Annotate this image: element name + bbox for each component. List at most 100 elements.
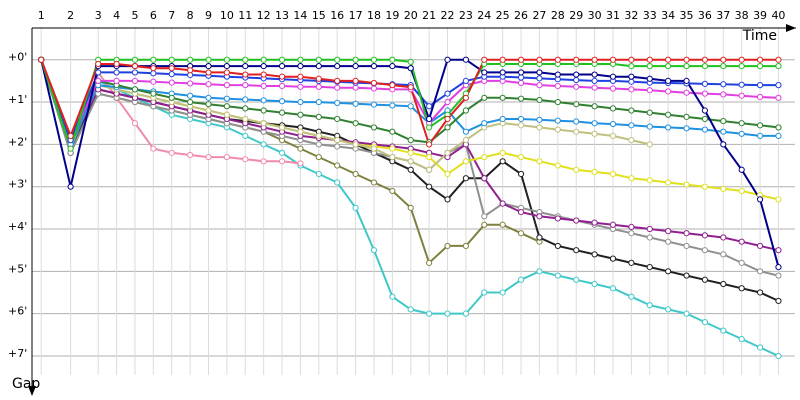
data-point <box>554 98 561 106</box>
data-point <box>426 259 433 266</box>
data-point <box>168 71 175 78</box>
data-point <box>334 115 341 123</box>
x-tick-label: 10 <box>220 9 234 22</box>
data-point <box>756 82 764 89</box>
data-point <box>738 187 745 195</box>
data-point <box>278 124 286 131</box>
data-point <box>738 62 745 70</box>
x-axis-arrow <box>786 24 796 32</box>
data-point <box>278 98 286 105</box>
data-point <box>609 120 617 128</box>
data-point <box>223 95 230 102</box>
data-point <box>150 56 157 63</box>
data-point <box>499 200 506 207</box>
y-tick-label: +6' <box>8 305 27 318</box>
data-point <box>352 170 359 178</box>
data-point <box>278 149 286 156</box>
data-point <box>407 306 414 313</box>
data-point <box>278 73 286 80</box>
data-point <box>573 276 580 283</box>
x-tick-label: 21 <box>422 9 436 22</box>
data-point <box>481 213 488 220</box>
data-point <box>370 85 378 92</box>
data-point <box>573 71 580 78</box>
data-point <box>756 56 764 63</box>
data-point <box>591 103 598 110</box>
data-point <box>720 251 727 258</box>
data-point <box>591 77 598 84</box>
data-point <box>756 93 764 101</box>
x-tick-label: 18 <box>367 9 381 22</box>
data-point <box>315 141 322 148</box>
data-point <box>462 175 469 182</box>
series-line <box>40 58 779 147</box>
data-point <box>573 118 580 125</box>
data-point <box>499 289 506 296</box>
grid <box>32 28 795 375</box>
data-point <box>646 263 653 271</box>
data-point <box>499 56 506 63</box>
data-point <box>334 162 341 169</box>
data-point <box>628 175 635 182</box>
data-point <box>517 122 525 129</box>
data-point <box>628 137 635 144</box>
data-point <box>113 69 120 76</box>
data-point <box>168 79 175 86</box>
data-point <box>683 125 690 132</box>
data-point <box>205 56 212 63</box>
data-point <box>554 215 561 222</box>
data-point <box>426 183 433 190</box>
data-point <box>499 69 506 76</box>
data-point <box>738 166 745 173</box>
data-point <box>426 124 433 131</box>
data-point <box>426 153 433 161</box>
data-point <box>628 122 635 129</box>
x-tick-label: 20 <box>404 9 418 22</box>
data-point <box>131 56 139 63</box>
data-point <box>260 120 267 127</box>
data-point <box>242 56 249 63</box>
data-point <box>389 153 396 161</box>
data-point <box>573 166 580 173</box>
data-point <box>517 95 525 102</box>
data-point <box>315 132 322 140</box>
data-point <box>113 60 120 68</box>
data-point <box>756 289 764 296</box>
data-point <box>168 94 175 101</box>
data-point <box>352 120 359 127</box>
data-point <box>168 56 175 63</box>
data-point <box>628 62 635 70</box>
data-point <box>205 153 212 161</box>
data-point <box>775 247 782 254</box>
data-point <box>260 158 267 165</box>
y-axis-arrow <box>28 386 36 396</box>
data-point <box>756 62 764 70</box>
data-point <box>701 319 709 326</box>
x-tick-label: 17 <box>349 9 363 22</box>
data-point <box>646 109 653 116</box>
data-point <box>481 69 488 76</box>
data-point <box>536 75 543 82</box>
data-point <box>187 67 194 74</box>
x-tick-label: 16 <box>330 9 344 22</box>
data-point <box>315 83 322 90</box>
data-point <box>775 196 782 203</box>
data-point <box>517 69 525 76</box>
data-point <box>315 113 322 120</box>
data-point <box>352 56 359 63</box>
x-tick-label: 25 <box>496 9 510 22</box>
x-tick-label: 27 <box>532 9 546 22</box>
data-point <box>499 94 506 101</box>
data-point <box>499 115 506 123</box>
data-point <box>609 85 617 92</box>
data-point <box>223 82 230 89</box>
data-point <box>536 158 543 165</box>
x-tick-label: 37 <box>716 9 730 22</box>
data-point <box>628 56 635 63</box>
data-point <box>701 247 709 254</box>
data-point <box>536 213 543 220</box>
data-point <box>205 81 212 88</box>
data-point <box>150 65 157 72</box>
data-point <box>315 56 322 63</box>
